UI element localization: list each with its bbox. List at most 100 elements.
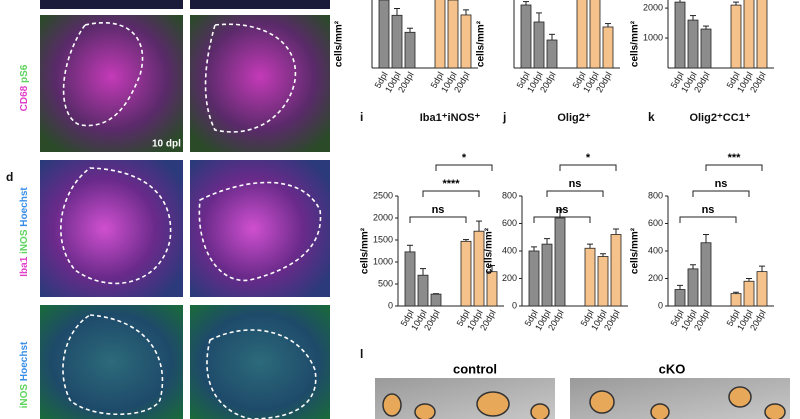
axon: [764, 403, 786, 419]
y-axis-label: cells/mm²: [484, 227, 495, 274]
y-tick-label: 600: [648, 218, 663, 228]
stain-word: Hoechst: [19, 341, 30, 384]
stain-word: pS6: [19, 64, 30, 86]
significance-label: ns: [702, 204, 715, 216]
significance-bracket: [409, 216, 467, 223]
em-images: control cKO: [375, 361, 790, 419]
chart-title: Olig2⁺CC1⁺: [689, 112, 750, 124]
bar: [554, 217, 566, 307]
stain-label: Iba1 iNOS Hoechst: [19, 187, 30, 277]
stain-word: iNOS: [19, 384, 30, 409]
y-tick-label: 400: [648, 245, 663, 255]
significance-label: ns: [715, 178, 728, 190]
bar: [756, 271, 768, 307]
significance-label: ns: [432, 204, 445, 216]
stain-word: iNOS: [19, 229, 30, 257]
micrograph: [40, 305, 183, 419]
y-tick-label: 1000: [643, 32, 663, 42]
significance-label: ****: [442, 178, 460, 190]
bar: [576, 0, 588, 69]
em-image: [375, 378, 555, 419]
bar: [404, 251, 416, 307]
lesion-outline: [62, 22, 144, 127]
bar: [756, 0, 768, 69]
significance-label: *: [586, 152, 591, 164]
bar: [391, 14, 403, 69]
bar: [687, 19, 699, 69]
bar: [533, 21, 545, 69]
micrographs: 10 dpl: [40, 0, 330, 419]
bar: [473, 230, 485, 307]
bar: [404, 31, 416, 69]
bar: [674, 289, 686, 307]
bar: [430, 293, 442, 307]
significance-bracket: [692, 190, 750, 197]
micrograph: [190, 15, 330, 152]
significance-bracket: [435, 164, 493, 171]
lesion-outline: [62, 314, 164, 415]
y-axis-label: cells/mm²: [334, 20, 345, 67]
bar: [700, 28, 712, 69]
micrograph: [40, 160, 183, 297]
stain-label: CD68 pS6: [19, 64, 30, 111]
axon: [530, 403, 550, 419]
panel-label: l: [360, 347, 363, 361]
significance-label: ns: [569, 178, 582, 190]
significance-label: *: [462, 152, 467, 164]
significance-bracket: [705, 164, 763, 171]
axon: [728, 386, 752, 408]
panel-label: k: [648, 110, 655, 124]
y-tick-label: 2500: [373, 190, 393, 200]
em-label: cKO: [659, 361, 686, 376]
bar: [700, 242, 712, 307]
image-label: 10 dpl: [152, 139, 181, 150]
y-tick-label: 1000: [373, 256, 393, 266]
bar: [743, 280, 755, 307]
bar: [378, 0, 390, 69]
y-axis-label: cells/mm²: [476, 20, 487, 67]
lesion-outline: [204, 23, 297, 133]
significance-label: ns: [556, 204, 569, 216]
panel-label: j: [502, 110, 506, 124]
bar: [434, 0, 446, 69]
y-tick-label: 500: [378, 278, 393, 288]
significance-bracket: [422, 190, 480, 197]
bar: [447, 0, 459, 69]
image-strip: [190, 0, 330, 9]
bar: [687, 268, 699, 307]
bar: [460, 240, 472, 307]
y-tick-label: 2000: [373, 212, 393, 222]
bar: [730, 293, 742, 307]
y-tick-label: 0: [388, 300, 393, 310]
stain-word: CD68: [19, 85, 30, 111]
y-axis-label: cells/mm²: [360, 227, 371, 274]
chart-title: Iba1⁺iNOS⁺: [420, 112, 481, 124]
em-label: control: [453, 361, 497, 376]
panel-label: d: [6, 170, 13, 184]
bar: [730, 4, 742, 69]
micrograph: [190, 305, 330, 419]
axon: [476, 391, 510, 417]
y-axis-label: cells/mm²: [630, 227, 641, 274]
y-tick-label: 600: [502, 218, 517, 228]
y-tick-label: 800: [648, 190, 663, 200]
bar: [743, 0, 755, 69]
bar: [584, 247, 596, 307]
micrograph: [40, 15, 183, 152]
bar: [546, 39, 558, 69]
axon: [650, 403, 670, 419]
significance-bracket: [546, 190, 604, 197]
y-tick-label: 200: [502, 273, 517, 283]
axon: [589, 390, 615, 414]
y-tick-label: 1500: [373, 234, 393, 244]
micrograph: [190, 160, 330, 297]
stain-label: iNOS Hoechst: [19, 341, 30, 408]
y-tick-label: 400: [502, 245, 517, 255]
stain-word: Hoechst: [19, 187, 30, 230]
significance-bracket: [533, 216, 591, 223]
y-axis-label: cells/mm²: [630, 20, 641, 67]
chart-title: Olig2⁺: [557, 112, 591, 124]
bar: [602, 26, 614, 69]
